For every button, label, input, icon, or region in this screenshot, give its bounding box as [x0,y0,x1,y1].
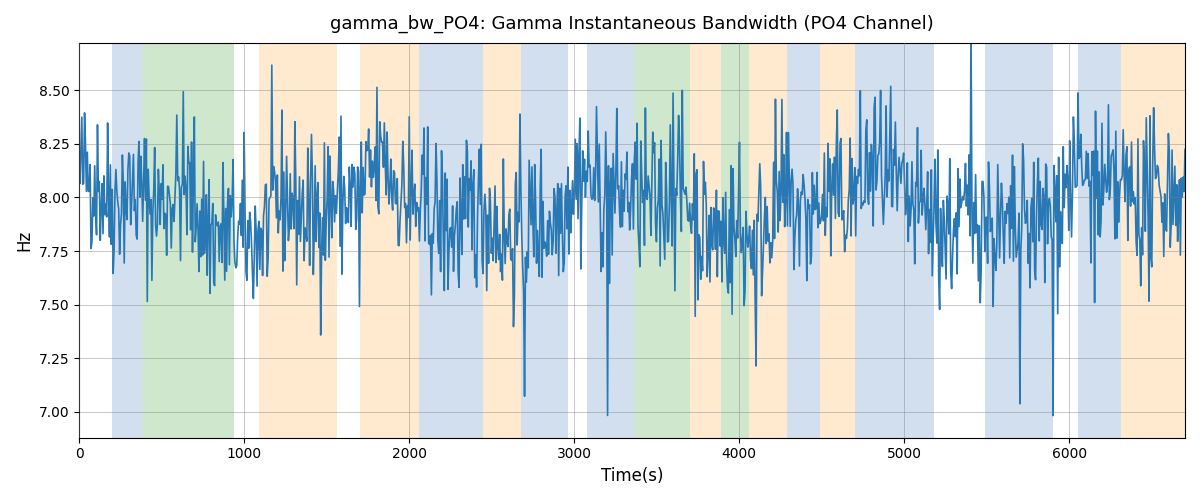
Bar [522,43,568,438]
Bar [721,43,749,438]
Bar [634,43,690,438]
Bar [690,43,721,438]
Title: gamma_bw_PO4: Gamma Instantaneous Bandwidth (PO4 Channel): gamma_bw_PO4: Gamma Instantaneous Bandwi… [330,15,934,34]
Bar [259,43,336,438]
Bar [1078,43,1121,438]
Bar [749,43,787,438]
Bar [820,43,854,438]
Bar [143,43,234,438]
Bar [484,43,522,438]
Y-axis label: Hz: Hz [14,230,32,251]
Bar [588,43,634,438]
Bar [360,43,419,438]
Bar [787,43,820,438]
Bar [854,43,934,438]
Bar [112,43,143,438]
Bar [419,43,484,438]
X-axis label: Time(s): Time(s) [601,467,664,485]
Bar [985,43,1052,438]
Bar [1121,43,1186,438]
